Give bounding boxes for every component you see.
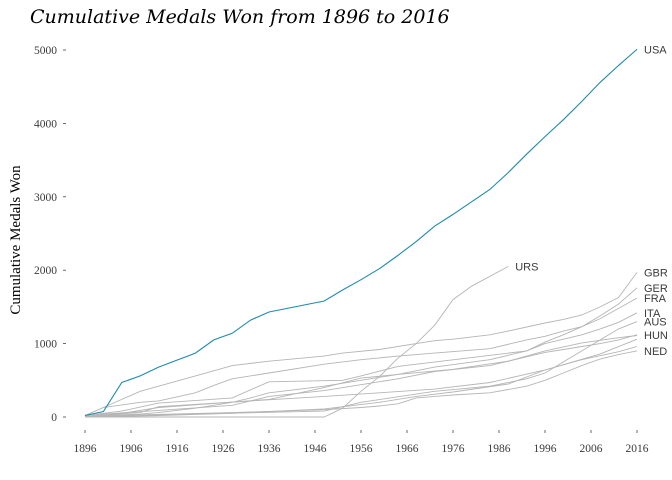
series-line-fra <box>84 297 638 416</box>
y-tick-label: 3000 <box>34 192 57 204</box>
y-axis-label: Cumulative Medals Won <box>8 165 24 315</box>
x-tick-label: 2006 <box>580 443 603 455</box>
x-tick-label: 1946 <box>304 443 327 455</box>
x-tick-label: 1996 <box>534 443 557 455</box>
x-tick-label: 1966 <box>396 443 419 455</box>
x-tick-label: 1916 <box>166 443 189 455</box>
series-line-ita <box>84 312 638 418</box>
x-tick-label: 1986 <box>488 443 511 455</box>
series-lines <box>84 48 638 418</box>
chart-title: Cumulative Medals Won from 1896 to 2016 <box>30 6 450 28</box>
x-tick-label: 1906 <box>120 443 143 455</box>
x-tick-label: 1896 <box>74 443 97 455</box>
series-label-fra: FRA <box>644 293 667 305</box>
series-line-usa <box>84 48 638 417</box>
x-axis: 1896 1906 1916 1926 1936 1946 1956 1966 1976 1986… <box>74 430 649 455</box>
series-label-gbr: GBR <box>644 267 668 279</box>
y-axis: 0 1000 2000 3000 4000 5000 <box>34 45 66 424</box>
x-tick-label: 1926 <box>212 443 235 455</box>
series-line-ger <box>84 287 638 416</box>
series-line-gbr <box>84 272 638 416</box>
y-tick-label: 5000 <box>34 45 57 57</box>
series-line-unlabeled <box>84 346 638 417</box>
series-label-ned: NED <box>644 346 667 358</box>
series-label-urs: URS <box>515 262 538 274</box>
x-tick-label: 1936 <box>258 443 281 455</box>
series-line-ned <box>84 350 638 418</box>
series-label-ita: ITA <box>644 308 661 320</box>
y-tick-label: 4000 <box>34 118 57 130</box>
x-tick-label: 1976 <box>442 443 465 455</box>
y-tick-label: 0 <box>51 412 57 424</box>
series-label-ger: GER <box>644 283 668 295</box>
series-line-hun <box>84 334 638 418</box>
y-tick-label: 2000 <box>34 265 57 277</box>
y-tick-label: 1000 <box>34 339 57 351</box>
series-label-aus: AUS <box>644 317 667 329</box>
x-tick-label: 2016 <box>626 443 649 455</box>
series-line-unlabeled <box>84 335 638 417</box>
series-label-usa: USA <box>644 44 667 56</box>
x-tick-label: 1956 <box>350 443 373 455</box>
series-line-urs <box>85 266 509 418</box>
series-label-hun: HUN <box>644 330 668 342</box>
series-line-unlabeled <box>84 338 638 418</box>
